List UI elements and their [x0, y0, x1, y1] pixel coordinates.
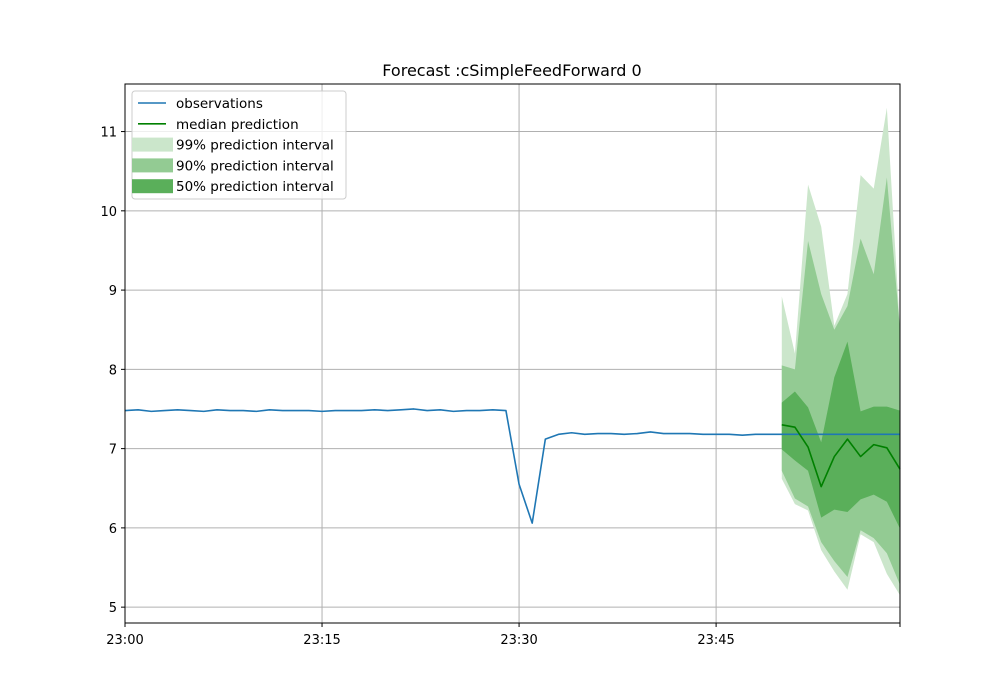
- y-tick-label: 5: [109, 601, 117, 616]
- y-tick-label: 10: [100, 205, 117, 220]
- legend: observations median prediction 99% predict…: [131, 90, 347, 200]
- legend-swatch-band99: [132, 137, 173, 152]
- legend-swatch-band90: [132, 158, 173, 173]
- line-layer: [124, 408, 901, 524]
- legend-label: 99% prediction interval: [176, 138, 334, 154]
- y-tick-label: 7: [109, 443, 117, 458]
- legend-swatch-band50: [132, 179, 173, 194]
- observations-line: [124, 408, 900, 524]
- median-prediction-line: [781, 424, 901, 488]
- legend-label: observations: [176, 96, 263, 112]
- plot-frame: [124, 83, 901, 624]
- y-tick-label: 6: [109, 522, 117, 537]
- x-tick-label: 23:15: [303, 633, 340, 648]
- y-tick-label: 9: [109, 284, 117, 299]
- x-tick-label: 23:45: [697, 633, 734, 648]
- y-tick-label: 11: [100, 126, 117, 141]
- y-tick-label: 8: [109, 363, 117, 378]
- legend-label: 50% prediction interval: [176, 179, 334, 195]
- axis-ticks: 5 6 7 8 9 10 11 23:00 23:15 23:30 23:45: [100, 126, 901, 648]
- chart-title: Forecast :cSimpleFeedForward 0: [382, 61, 641, 80]
- legend-label: 90% prediction interval: [176, 158, 334, 174]
- x-tick-label: 23:00: [106, 633, 143, 648]
- x-tick-label: 23:30: [500, 633, 537, 648]
- legend-label: median prediction: [176, 117, 299, 133]
